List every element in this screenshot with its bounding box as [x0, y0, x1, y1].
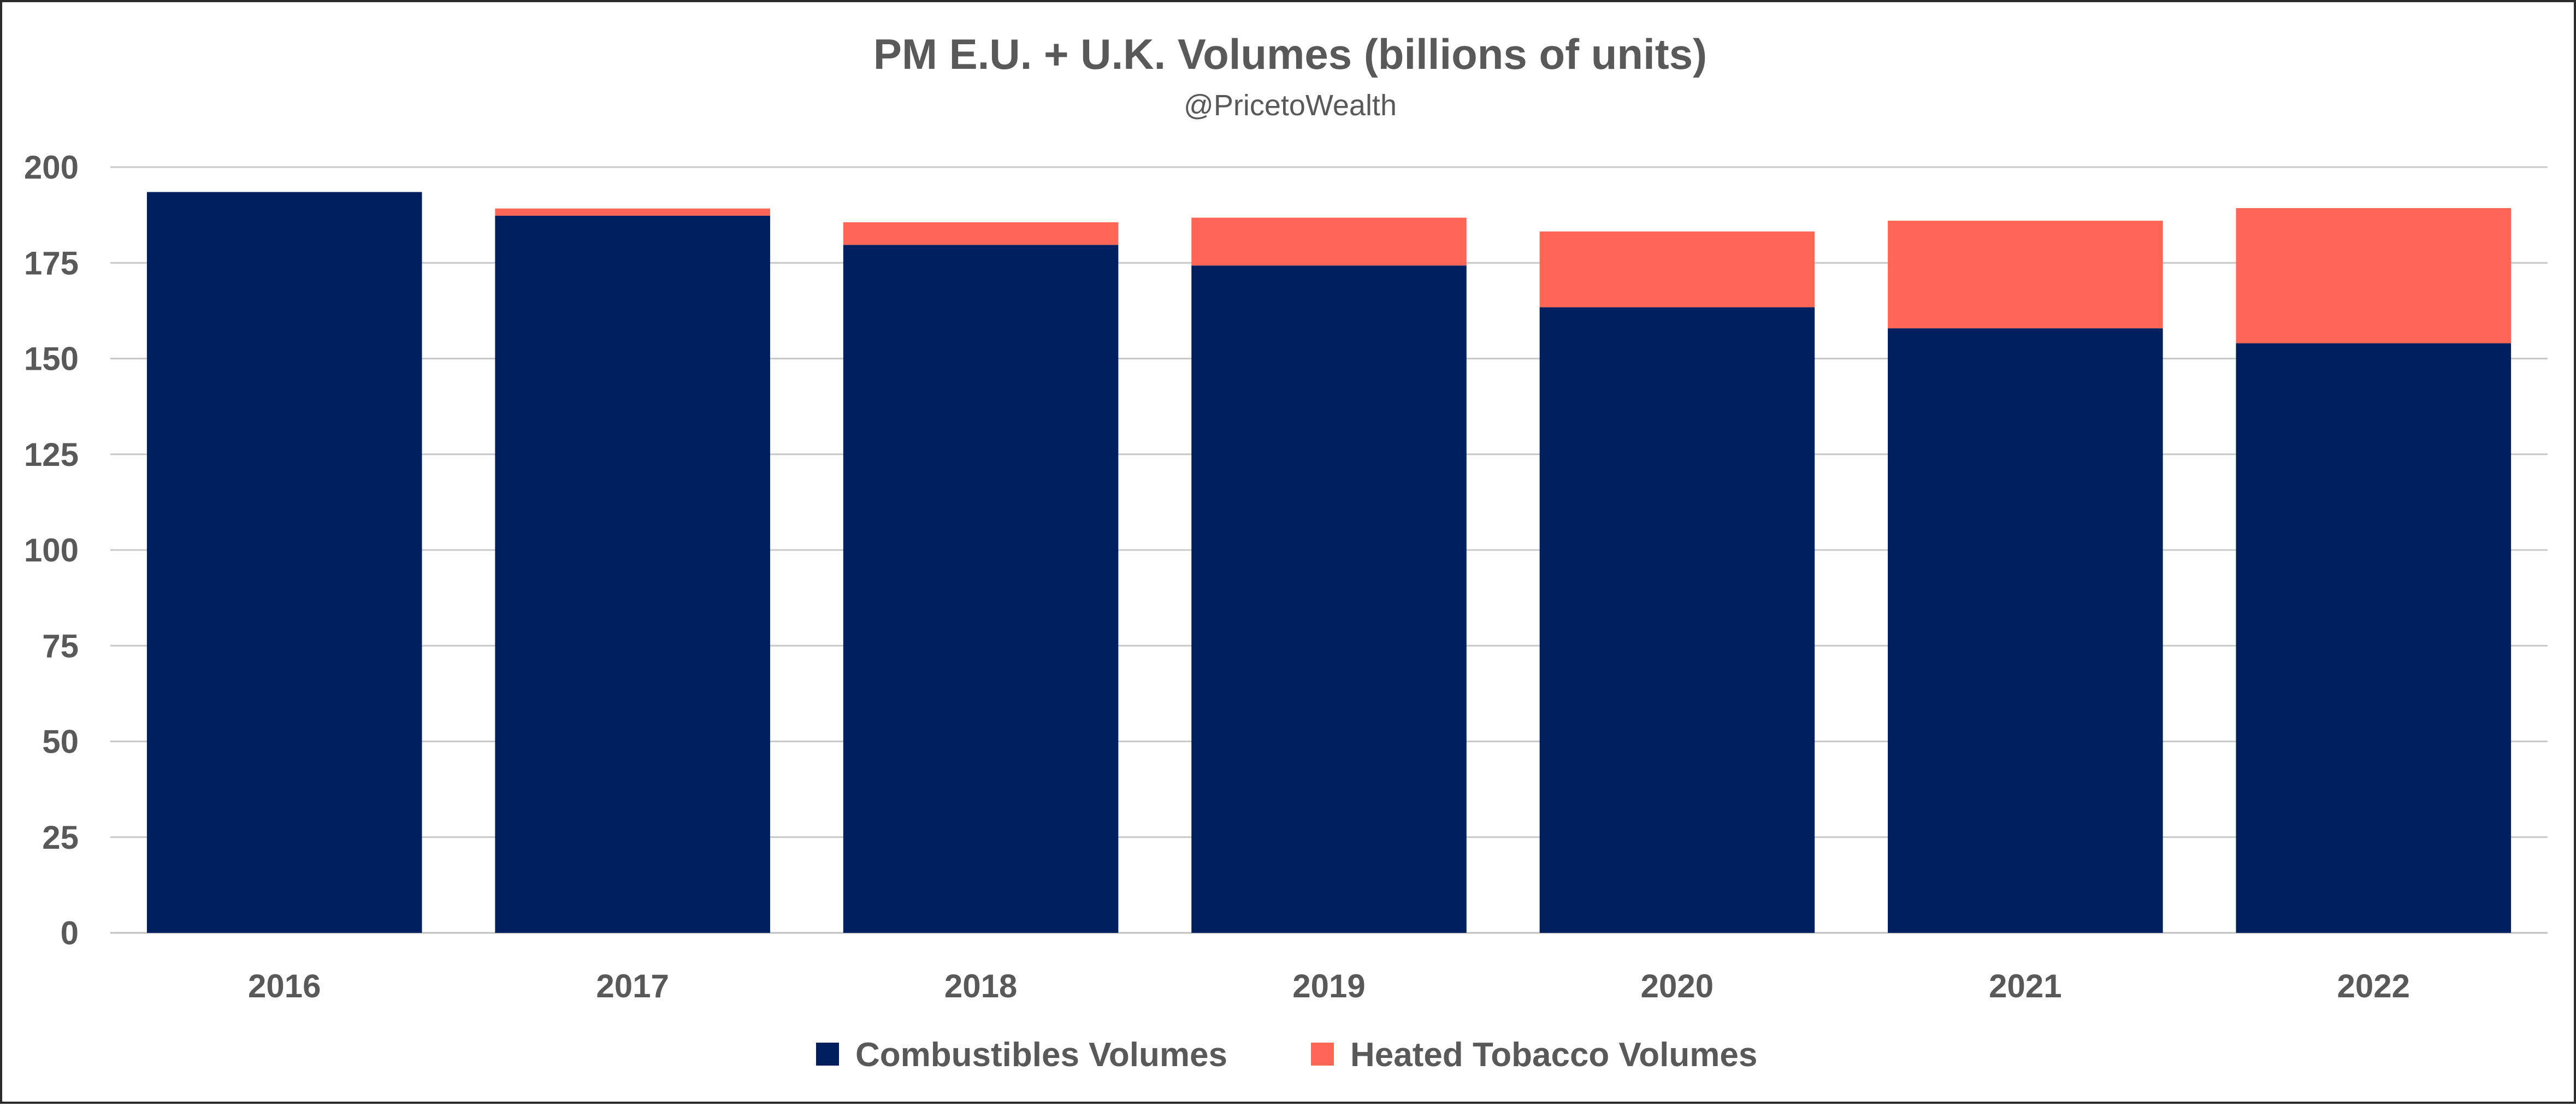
- x-axis: 2016 2017 2018 2019 2020 2021 2022: [248, 968, 2410, 1004]
- bar-heated-tobacco-2022: [2236, 208, 2512, 344]
- bar-combustibles-2020: [1539, 307, 1815, 933]
- bar-layer: [146, 192, 2512, 933]
- legend-swatch-heated-tobacco: [1311, 1043, 1334, 1066]
- legend-label-combustibles: Combustibles Volumes: [855, 1036, 1227, 1074]
- y-tick-label: 0: [61, 915, 79, 951]
- chart-subtitle: @PricetoWealth: [1184, 89, 1397, 122]
- legend: Combustibles Volumes Heated Tobacco Volum…: [816, 1036, 1757, 1074]
- legend-swatch-combustibles: [816, 1043, 839, 1066]
- x-tick-label: 2021: [1989, 968, 2061, 1004]
- bar-combustibles-2018: [843, 245, 1119, 933]
- x-tick-label: 2020: [1641, 968, 1714, 1004]
- bar-heated-tobacco-2020: [1539, 231, 1815, 307]
- y-tick-label: 25: [42, 819, 79, 856]
- bar-heated-tobacco-2019: [1191, 217, 1467, 266]
- y-tick-label: 50: [42, 724, 79, 760]
- y-tick-label: 200: [24, 149, 79, 186]
- y-axis: 0 25 50 75 100 125 150 175 200: [24, 149, 79, 951]
- bar-combustibles-2021: [1888, 328, 2163, 933]
- bar-heated-tobacco-2021: [1888, 221, 2163, 329]
- y-tick-label: 175: [24, 245, 79, 281]
- x-tick-label: 2018: [944, 968, 1017, 1004]
- legend-label-heated-tobacco: Heated Tobacco Volumes: [1350, 1036, 1757, 1074]
- x-tick-label: 2016: [248, 968, 321, 1004]
- y-tick-label: 150: [24, 341, 79, 377]
- bar-combustibles-2019: [1191, 265, 1467, 933]
- bar-combustibles-2022: [2236, 343, 2512, 933]
- chart-title: PM E.U. + U.K. Volumes (billions of unit…: [873, 30, 1707, 78]
- bar-heated-tobacco-2017: [495, 208, 770, 216]
- bar-heated-tobacco-2018: [843, 222, 1119, 245]
- x-tick-label: 2022: [2337, 968, 2410, 1004]
- y-tick-label: 100: [24, 532, 79, 569]
- x-tick-label: 2017: [596, 968, 669, 1004]
- y-tick-label: 125: [24, 436, 79, 473]
- bar-combustibles-2017: [495, 216, 770, 933]
- x-tick-label: 2019: [1292, 968, 1365, 1004]
- y-tick-label: 75: [42, 628, 79, 664]
- bar-combustibles-2016: [146, 192, 422, 933]
